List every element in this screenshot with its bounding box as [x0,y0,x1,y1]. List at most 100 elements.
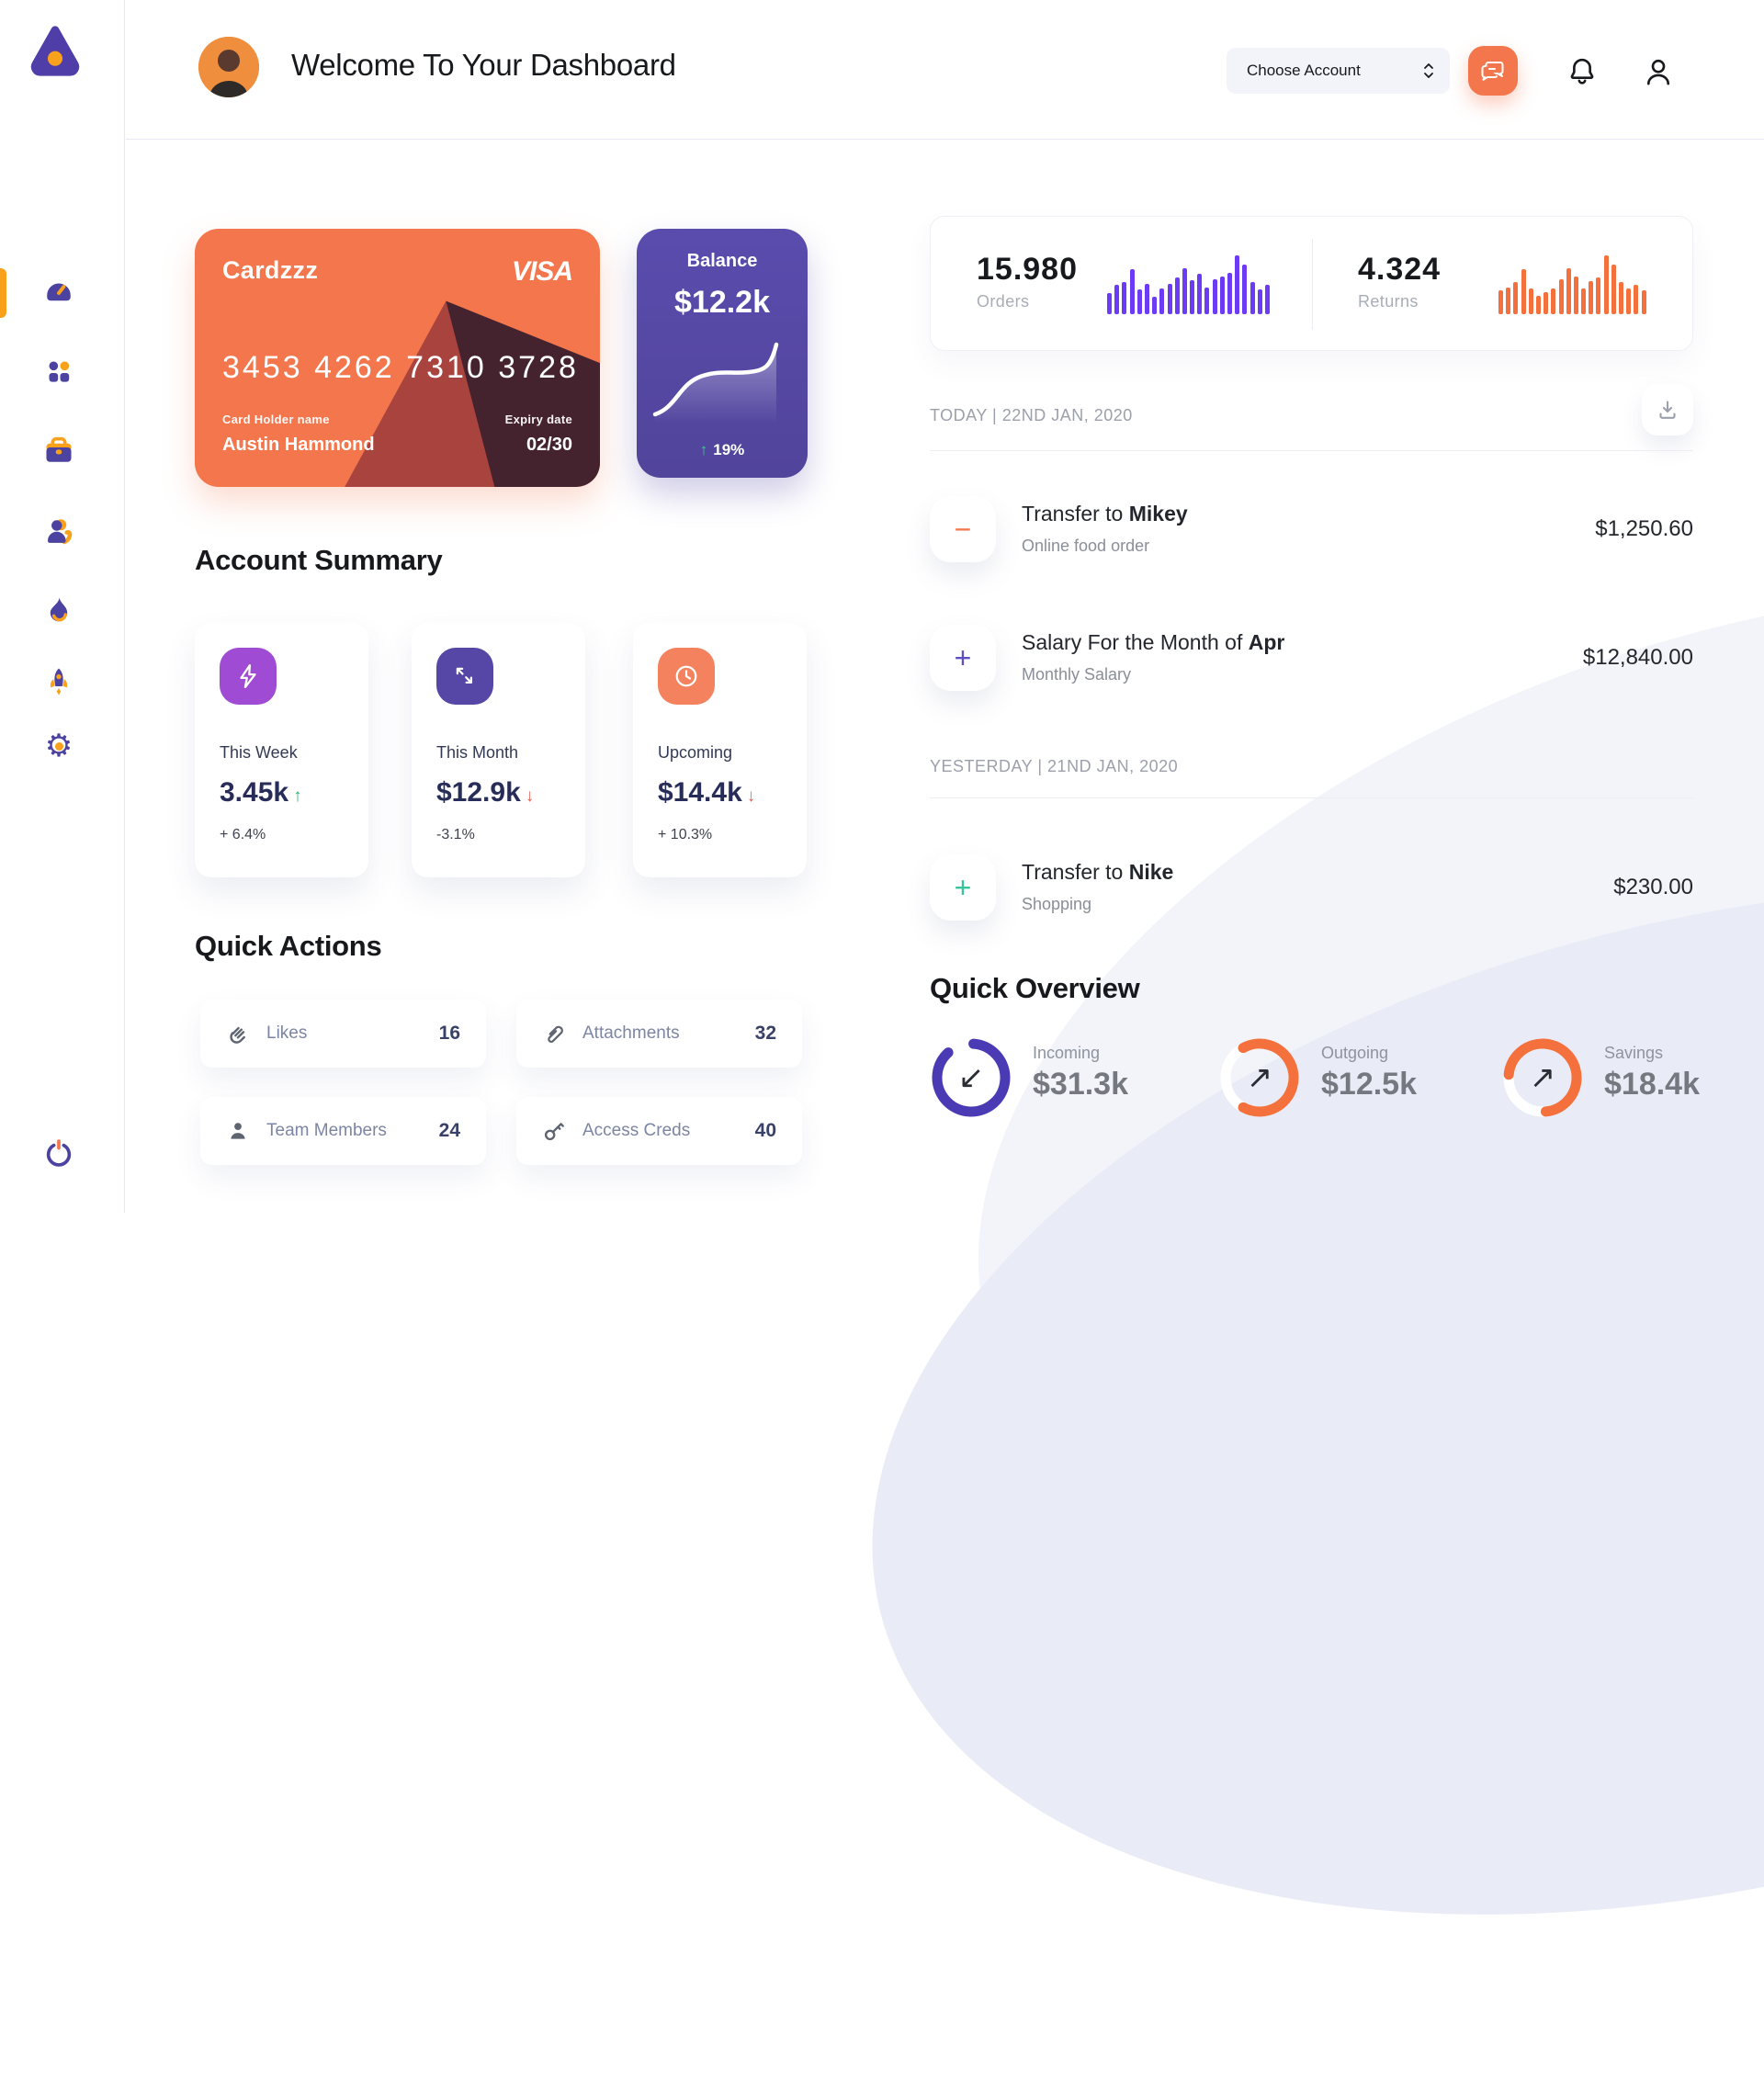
overview-value: $18.4k [1604,1067,1700,1102]
sidebar: ⚙ [0,0,125,1213]
profile-button[interactable] [1640,53,1677,90]
transaction-row[interactable]: + Transfer to Nike Shopping $230.00 [930,854,1693,926]
header: Welcome To Your Dashboard Choose Account [126,0,1764,140]
stats-card: 15.980 Orders 4.324 Returns [930,216,1693,351]
quick-action-count: 16 [438,1023,460,1044]
balance-sparkline [637,326,808,429]
transaction-amount: $1,250.60 [1595,516,1693,541]
orders-bar-chart [1107,255,1278,314]
trend-down-icon: ↓ [746,786,756,806]
divider [930,797,1693,798]
card-name: Cardzzz [222,256,319,284]
key-icon [542,1119,566,1143]
summary-label: This Month [436,743,519,762]
logout-button[interactable] [40,1136,77,1172]
messages-button[interactable] [1468,46,1518,96]
users-icon [42,514,75,548]
gear-icon: ⚙ [42,729,75,763]
balance-change: ↑ 19% [699,441,745,458]
arrows-icon [436,648,493,705]
briefcase-icon [42,434,75,467]
incoming-ring-chart: ↙ [930,1036,1012,1119]
sidebar-item-team[interactable] [40,513,77,549]
savings-ring-chart: ↗ [1501,1036,1584,1119]
returns-label: Returns [1358,292,1419,311]
quick-action-attachments[interactable]: Attachments 32 [516,1000,802,1068]
balance-card[interactable]: Balance $12.2k ↑ 19% [637,229,808,478]
quick-action-label: Attachments [582,1023,680,1043]
up-arrow-icon: ↑ [699,441,708,458]
quick-action-label: Team Members [266,1121,387,1140]
user-avatar[interactable] [198,37,259,97]
summary-card-upcoming[interactable]: Upcoming $14.4k ↓ + 10.3% [633,623,807,877]
paperclip-icon [542,1022,566,1046]
account-selector[interactable]: Choose Account [1227,48,1450,94]
overview-value: $12.5k [1321,1067,1417,1102]
lightning-icon [220,648,277,705]
plus-icon: + [930,625,996,691]
transaction-title: Salary For the Month of Apr [1022,630,1285,654]
balance-value: $12.2k [674,285,770,320]
sidebar-item-launch[interactable] [40,663,77,700]
summary-card-this-month[interactable]: This Month $12.9k ↓ -3.1% [412,623,585,877]
transaction-row[interactable]: − Transfer to Mikey Online food order $1… [930,496,1693,568]
minus-icon: − [930,496,996,562]
summary-delta: + 6.4% [220,827,266,842]
transaction-amount: $12,840.00 [1582,645,1693,670]
sidebar-item-settings[interactable]: ⚙ [40,728,77,764]
balance-label: Balance [686,251,758,271]
person-icon [1644,56,1673,87]
download-button[interactable] [1642,384,1693,435]
bell-icon [1567,56,1597,87]
credit-card[interactable]: Cardzzz VISA 3453 4262 7310 3728 Card Ho… [195,229,600,487]
sidebar-item-trending[interactable] [40,592,77,628]
sidebar-item-dashboard[interactable] [40,272,77,309]
power-icon [43,1138,74,1170]
trend-down-icon: ↓ [525,786,535,806]
transaction-subtitle: Shopping [1022,895,1092,913]
stats-divider [1312,239,1313,330]
transaction-amount: $230.00 [1613,875,1693,899]
chevron-updown-icon [1422,62,1435,80]
account-summary-heading: Account Summary [195,544,443,576]
sidebar-item-portfolio[interactable] [40,432,77,469]
quick-action-count: 40 [754,1120,776,1141]
sidebar-item-apps[interactable] [40,353,77,390]
quick-action-likes[interactable]: Likes 16 [200,1000,486,1068]
quick-action-team-members[interactable]: Team Members 24 [200,1097,486,1165]
returns-bar-chart [1498,255,1657,314]
overview-outgoing: ↗ Outgoing $12.5k [1218,1036,1417,1119]
rocket-icon [43,666,74,697]
overview-label: Outgoing [1321,1044,1389,1062]
orders-value: 15.980 [977,252,1078,287]
transaction-row[interactable]: + Salary For the Month of Apr Monthly Sa… [930,625,1693,696]
account-selector-label: Choose Account [1247,62,1361,79]
divider [930,450,1693,451]
summary-label: Upcoming [658,743,733,762]
overview-value: $31.3k [1033,1067,1128,1102]
outgoing-ring-chart: ↗ [1218,1036,1301,1119]
quick-action-access-creds[interactable]: Access Creds 40 [516,1097,802,1165]
overview-savings: ↗ Savings $18.4k [1501,1036,1700,1119]
person-icon [226,1119,250,1143]
transactions-yesterday-label: YESTERDAY | 21ND JAN, 2020 [930,757,1179,775]
summary-delta: -3.1% [436,827,475,842]
clap-icon [226,1022,250,1046]
summary-value: $12.9k ↓ [436,777,535,808]
grid-icon [43,356,74,387]
summary-value: $14.4k ↓ [658,777,756,808]
notifications-button[interactable] [1564,53,1600,90]
speedometer-icon [42,274,75,307]
quick-overview-heading: Quick Overview [930,972,1140,1004]
page-title: Welcome To Your Dashboard [291,48,676,82]
summary-delta: + 10.3% [658,827,713,842]
app-logo[interactable] [28,22,83,79]
overview-label: Incoming [1033,1044,1101,1062]
transaction-title: Transfer to Mikey [1022,502,1188,526]
summary-label: This Week [220,743,298,762]
arrow-down-left-icon: ↙ [957,1060,985,1095]
overview-incoming: ↙ Incoming $31.3k [930,1036,1128,1119]
summary-value: 3.45k ↑ [220,777,302,808]
clock-icon [658,648,715,705]
summary-card-this-week[interactable]: This Week 3.45k ↑ + 6.4% [195,623,368,877]
